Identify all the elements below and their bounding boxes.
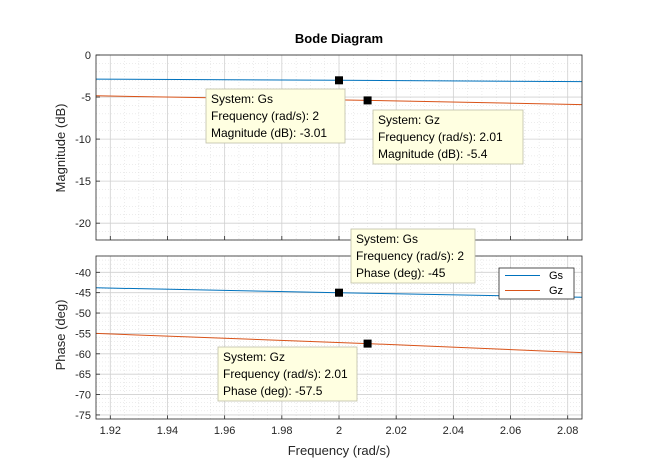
- y-tick-label: -65: [75, 369, 91, 381]
- y-tick-label: -50: [75, 308, 91, 320]
- y-tick-label: 0: [85, 50, 91, 62]
- y-tick-label: -75: [75, 410, 91, 422]
- datatip-marker[interactable]: [363, 96, 372, 105]
- datatip-box: [217, 346, 358, 402]
- axes-box: [95, 54, 583, 241]
- x-tick-label: 2.02: [385, 425, 406, 437]
- datatip-gs-phase[interactable]: System: Gs Frequency (rad/s): 2 Phase (deg…: [335, 228, 476, 297]
- phase-axis-label: Phase (deg): [53, 300, 68, 371]
- y-tick-label: -40: [75, 267, 91, 279]
- datatip-line: Frequency (rad/s): 2: [356, 249, 464, 263]
- x-tick-label: 2: [336, 425, 342, 437]
- legend-entry-gz: Gz: [549, 285, 563, 297]
- datatip-line: Frequency (rad/s): 2.01: [223, 367, 348, 381]
- chart-title: Bode Diagram: [295, 31, 383, 46]
- legend-box: [498, 267, 575, 300]
- datatip-marker[interactable]: [335, 76, 343, 85]
- x-axis-label: Frequency (rad/s): [288, 443, 391, 458]
- datatip-line: System: Gz: [378, 113, 440, 127]
- y-tick-label: -60: [75, 349, 91, 361]
- datatip-box: [350, 228, 476, 284]
- x-tick-label: 1.94: [157, 425, 178, 437]
- legend[interactable]: Gs Gz: [498, 267, 575, 300]
- datatip-line: Magnitude (dB): -5.4: [378, 147, 488, 161]
- datatip-gz-magnitude[interactable]: System: Gz Frequency (rad/s): 2.01 Magnitu…: [363, 96, 524, 165]
- y-tick-label: -5: [81, 92, 91, 104]
- y-tick-label: -15: [75, 176, 91, 188]
- magnitude-axis-label: Magnitude (dB): [53, 104, 68, 193]
- datatip-marker[interactable]: [363, 339, 372, 348]
- datatip-line: Frequency (rad/s): 2: [211, 109, 319, 123]
- datatip-line: System: Gz: [223, 350, 285, 364]
- x-tick-label: 1.98: [271, 425, 292, 437]
- x-tick-label: 1.96: [214, 425, 235, 437]
- datatip-marker[interactable]: [335, 288, 343, 297]
- y-tick-label: -45: [75, 288, 91, 300]
- x-tick-label: 2.06: [500, 425, 521, 437]
- y-tick-label: -10: [75, 134, 91, 146]
- y-tick-label: -70: [75, 390, 91, 402]
- datatip-box: [372, 109, 524, 165]
- x-tick-label: 2.08: [557, 425, 578, 437]
- datatip-gs-magnitude[interactable]: System: Gs Frequency (rad/s): 2 Magnitude …: [205, 76, 346, 144]
- datatip-layer: System: Gs Frequency (rad/s): 2 Magnitude …: [205, 76, 524, 402]
- x-tick-label: 2.04: [443, 425, 464, 437]
- datatip-box: [205, 88, 346, 144]
- datatip-line: Phase (deg): -45: [356, 266, 446, 280]
- datatip-line: Magnitude (dB): -3.01: [211, 126, 327, 140]
- y-tick-label: -20: [75, 218, 91, 230]
- datatip-line: Phase (deg): -57.5: [223, 384, 323, 398]
- legend-entry-gs: Gs: [549, 270, 564, 282]
- datatip-line: System: Gs: [356, 232, 418, 246]
- datatip-gz-phase[interactable]: System: Gz Frequency (rad/s): 2.01 Phase (…: [217, 339, 372, 402]
- datatip-line: System: Gs: [211, 92, 273, 106]
- datatip-line: Frequency (rad/s): 2.01: [378, 130, 503, 144]
- y-tick-label: -55: [75, 328, 91, 340]
- x-tick-label: 1.92: [100, 425, 121, 437]
- axes-box: [95, 255, 583, 420]
